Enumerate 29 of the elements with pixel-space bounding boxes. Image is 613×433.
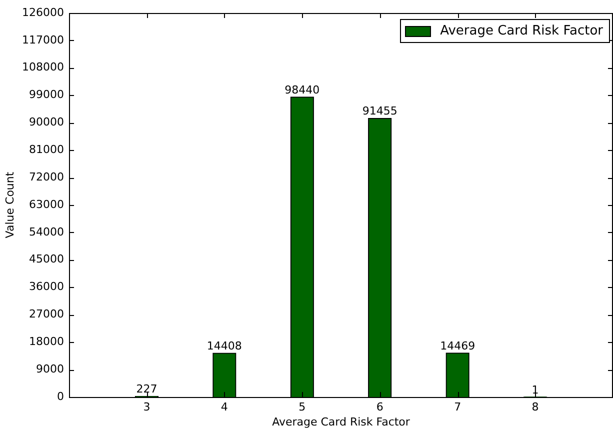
- y-tick-label: 126000: [22, 6, 64, 19]
- data-label: 91455: [362, 104, 398, 118]
- data-label: 98440: [284, 83, 320, 96]
- y-tick-label: 45000: [29, 252, 64, 266]
- x-tick-label: 4: [220, 400, 228, 414]
- y-tick-label: 72000: [29, 170, 64, 184]
- y-tick-label: 54000: [29, 225, 64, 238]
- y-tick-label: 81000: [29, 143, 64, 156]
- y-tick-label: 27000: [29, 308, 64, 321]
- x-tick-label: 6: [376, 400, 384, 414]
- y-axis-title: Value Count: [3, 171, 16, 238]
- data-label: 14408: [206, 339, 242, 352]
- y-tick-label: 117000: [22, 33, 64, 46]
- y-tick-label: 0: [57, 390, 64, 403]
- y-tick-label: 9000: [36, 362, 64, 376]
- y-tick-label: 108000: [22, 60, 64, 74]
- y-tick-label: 63000: [29, 198, 64, 211]
- y-tick-label: 90000: [29, 116, 64, 129]
- x-tick-label: 8: [532, 400, 539, 414]
- x-tick-label: 7: [454, 400, 462, 414]
- x-axis-title: Average Card Risk Factor: [272, 415, 410, 428]
- y-tick-label: 99000: [29, 88, 64, 102]
- data-label: 227: [136, 382, 158, 396]
- y-tick-label: 18000: [29, 335, 64, 348]
- data-label: 14469: [440, 339, 476, 352]
- y-tick-label: 36000: [29, 280, 64, 294]
- legend-label: Average Card Risk Factor: [440, 23, 604, 38]
- x-tick-label: 3: [143, 400, 150, 414]
- x-tick-label: 5: [298, 400, 306, 414]
